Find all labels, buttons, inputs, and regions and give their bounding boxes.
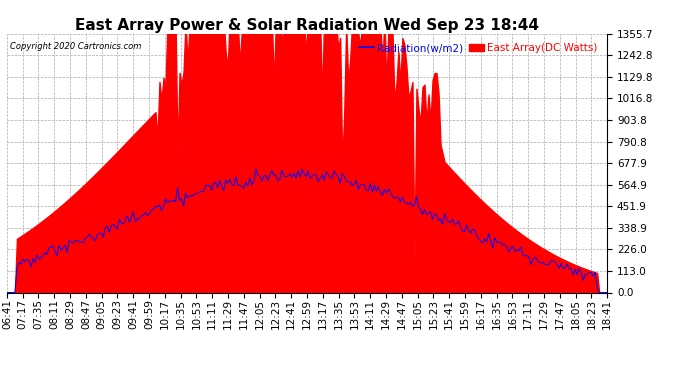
Legend: Radiation(w/m2), East Array(DC Watts): Radiation(w/m2), East Array(DC Watts) bbox=[355, 39, 602, 57]
Text: Copyright 2020 Cartronics.com: Copyright 2020 Cartronics.com bbox=[10, 42, 141, 51]
Title: East Array Power & Solar Radiation Wed Sep 23 18:44: East Array Power & Solar Radiation Wed S… bbox=[75, 18, 539, 33]
